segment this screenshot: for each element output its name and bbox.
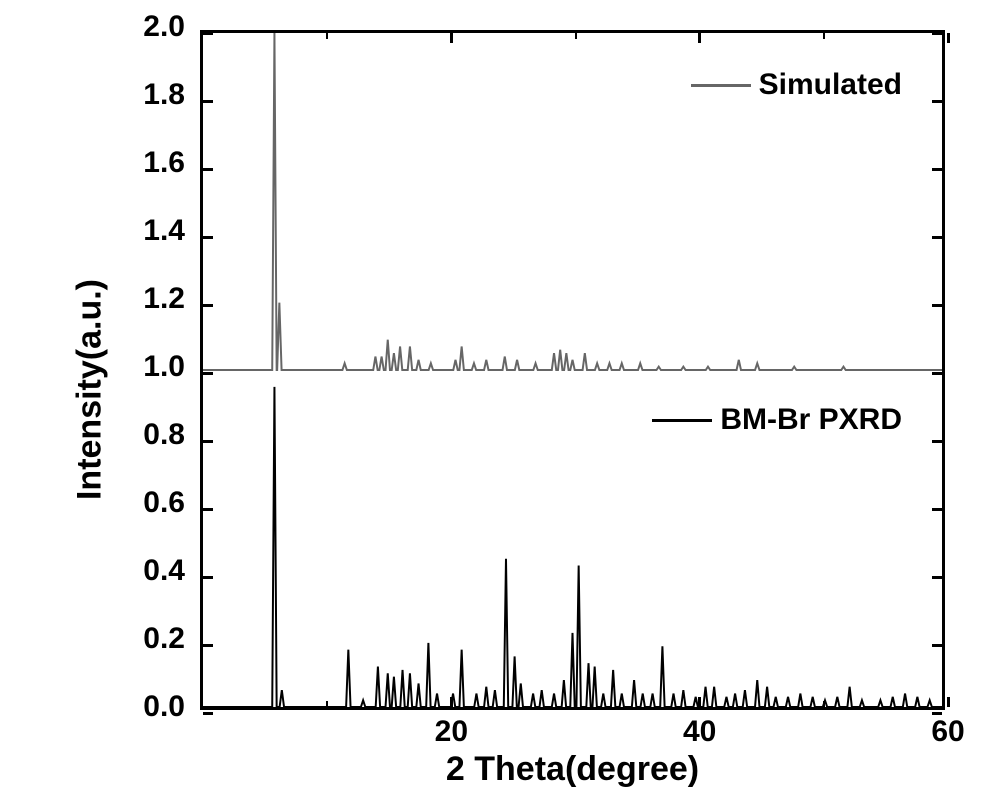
y-tick <box>932 168 942 171</box>
y-tick-label: 2.0 <box>143 10 185 44</box>
y-tick <box>203 236 213 239</box>
y-tick <box>203 440 213 443</box>
y-tick <box>932 644 942 647</box>
y-tick-label: 0.4 <box>143 554 185 588</box>
x-tick-label: 40 <box>683 715 716 749</box>
y-tick <box>203 712 213 715</box>
y-tick-label: 1.0 <box>143 350 185 384</box>
x-minor-tick <box>326 701 328 707</box>
y-tick-label: 1.2 <box>143 282 185 316</box>
x-minor-tick <box>326 33 328 39</box>
y-tick <box>203 576 213 579</box>
y-tick <box>203 100 213 103</box>
y-tick <box>932 576 942 579</box>
legend-line-bmbr <box>652 419 712 422</box>
x-tick <box>450 33 453 43</box>
y-tick-label: 0.0 <box>143 690 185 724</box>
x-tick <box>450 697 453 707</box>
y-tick-label: 1.4 <box>143 214 185 248</box>
y-tick-label: 0.6 <box>143 486 185 520</box>
legend-label-bmbr: BM-Br PXRD <box>720 403 902 437</box>
y-tick <box>203 304 213 307</box>
y-tick <box>203 644 213 647</box>
y-tick <box>932 440 942 443</box>
y-tick-label: 1.6 <box>143 146 185 180</box>
x-minor-tick <box>575 701 577 707</box>
data-svg <box>203 33 942 707</box>
x-tick-label: 20 <box>435 715 468 749</box>
pxrd-chart: Intensity(a.u.) Simulated BM-Br PXRD 0.0… <box>0 0 1000 811</box>
y-tick <box>203 32 213 35</box>
x-minor-tick <box>823 33 825 39</box>
x-tick-label: 60 <box>931 715 964 749</box>
x-axis-label: 2 Theta(degree) <box>200 750 945 789</box>
y-tick <box>203 372 213 375</box>
x-tick <box>947 33 950 43</box>
plot-area: Simulated BM-Br PXRD 0.00.20.40.60.81.01… <box>200 30 945 710</box>
x-minor-tick <box>823 701 825 707</box>
x-minor-tick <box>575 33 577 39</box>
legend-simulated: Simulated <box>691 68 902 102</box>
legend-bmbr: BM-Br PXRD <box>652 403 902 437</box>
x-tick <box>698 33 701 43</box>
y-tick-label: 0.2 <box>143 622 185 656</box>
legend-line-simulated <box>691 84 751 87</box>
y-tick <box>932 372 942 375</box>
legend-label-simulated: Simulated <box>759 68 902 102</box>
y-tick-label: 1.8 <box>143 78 185 112</box>
y-tick <box>932 236 942 239</box>
y-tick <box>203 168 213 171</box>
y-tick <box>932 32 942 35</box>
y-tick <box>932 100 942 103</box>
x-tick <box>698 697 701 707</box>
y-tick <box>932 508 942 511</box>
y-tick <box>932 304 942 307</box>
x-tick <box>947 697 950 707</box>
y-axis-label: Intensity(a.u.) <box>71 240 110 540</box>
y-tick <box>203 508 213 511</box>
y-tick-label: 0.8 <box>143 418 185 452</box>
